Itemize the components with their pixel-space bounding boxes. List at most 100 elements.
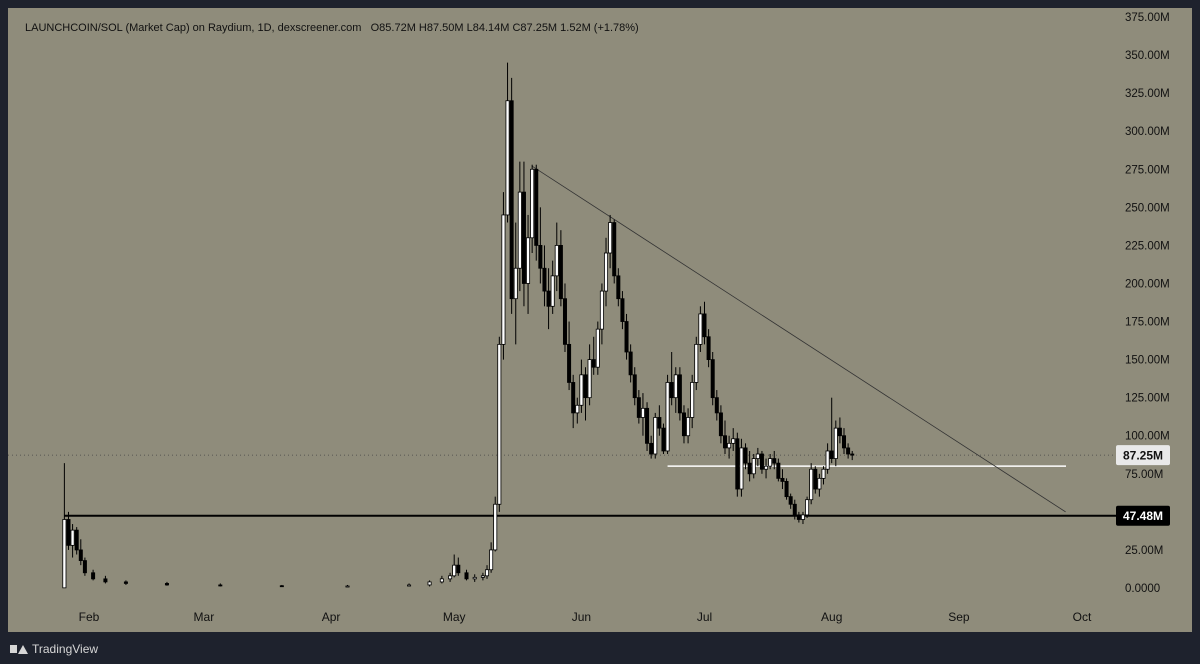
candle [673, 367, 678, 413]
candle [665, 374, 670, 455]
svg-text:47.48M: 47.48M [1123, 509, 1163, 523]
candle [513, 222, 518, 345]
candle [608, 214, 613, 269]
candle [735, 432, 740, 497]
candle [579, 359, 584, 413]
y-tick-label: 125.00M [1125, 393, 1170, 405]
candle [480, 572, 485, 581]
candle [727, 435, 732, 459]
candle [624, 313, 629, 360]
x-tick-label: Jul [697, 610, 712, 624]
candle [833, 420, 838, 467]
candle [489, 542, 494, 573]
candle [509, 77, 514, 314]
candle [677, 367, 682, 421]
candle [850, 450, 855, 461]
candle [636, 390, 641, 424]
candle [645, 402, 650, 451]
candle [743, 443, 748, 470]
candle [448, 572, 453, 582]
candle [731, 428, 736, 451]
candle [825, 443, 830, 474]
svg-text:87.25M: 87.25M [1123, 449, 1163, 463]
y-tick-label: 375.00M [1125, 12, 1170, 24]
candle [78, 539, 83, 566]
candle [694, 336, 699, 391]
candle [702, 301, 707, 345]
candle [649, 435, 654, 459]
candle [809, 463, 814, 505]
candle [501, 192, 506, 360]
y-tick-label: 300.00M [1125, 126, 1170, 138]
candle [612, 219, 617, 284]
y-tick-label: 250.00M [1125, 202, 1170, 214]
support-price-label: 47.48M [1116, 505, 1170, 526]
candle [628, 344, 633, 383]
candle [776, 458, 781, 482]
x-tick-label: Jun [572, 610, 591, 624]
candle [788, 493, 793, 509]
candle [103, 575, 108, 584]
candle [567, 321, 572, 391]
candle [604, 237, 609, 307]
trend-line[interactable] [531, 165, 1066, 513]
candle [123, 580, 128, 585]
candle [846, 443, 851, 459]
candle [538, 207, 543, 284]
price-chart[interactable]: 375.00M 350.00M 325.00M 300.00M 275.00M 250.0… [0, 0, 1200, 636]
candle [842, 428, 847, 455]
candle [530, 164, 535, 254]
candle [805, 496, 810, 518]
candle [829, 397, 834, 464]
candle [526, 214, 531, 314]
candle [813, 466, 818, 494]
candle [542, 245, 547, 307]
chart-header: LAUNCHCOIN/SOL (Market Cap) on Raydium, … [25, 22, 639, 34]
candle [66, 511, 71, 550]
candle [792, 499, 797, 520]
candle [723, 420, 728, 455]
candle [505, 62, 510, 223]
y-tick-label: 175.00M [1125, 317, 1170, 329]
candle [74, 527, 79, 555]
candle [710, 351, 715, 406]
candle [464, 569, 469, 581]
candle [739, 438, 744, 497]
brand-label: TradingView [32, 642, 99, 656]
candle [575, 397, 580, 424]
candle [780, 469, 785, 490]
candle [821, 466, 826, 485]
candle [493, 496, 498, 552]
y-tick-label: 0.0000 [1125, 583, 1160, 595]
candle [640, 393, 645, 436]
candle [497, 336, 502, 512]
candle [616, 268, 621, 307]
candle [456, 557, 461, 576]
x-tick-label: Feb [79, 610, 100, 624]
candle [571, 374, 576, 429]
candle [800, 511, 805, 525]
candle [759, 450, 764, 474]
y-tick-label: 150.00M [1125, 355, 1170, 367]
candle [714, 390, 719, 421]
x-tick-label: Mar [194, 610, 215, 624]
x-tick-label: Sep [948, 610, 970, 624]
candle [768, 454, 773, 470]
candle [784, 478, 789, 500]
x-tick-label: Aug [821, 610, 842, 624]
candle [91, 569, 96, 581]
candle [653, 412, 658, 459]
candle [546, 268, 551, 330]
candle [558, 230, 563, 307]
x-tick-label: Apr [322, 610, 341, 624]
candle [669, 351, 674, 406]
candle [796, 511, 801, 523]
candle [583, 367, 588, 421]
candle [407, 583, 412, 587]
candle [591, 336, 596, 375]
candle [599, 283, 604, 345]
candle [690, 374, 695, 429]
candle [837, 417, 842, 444]
candle [452, 554, 457, 578]
candle [817, 473, 822, 497]
